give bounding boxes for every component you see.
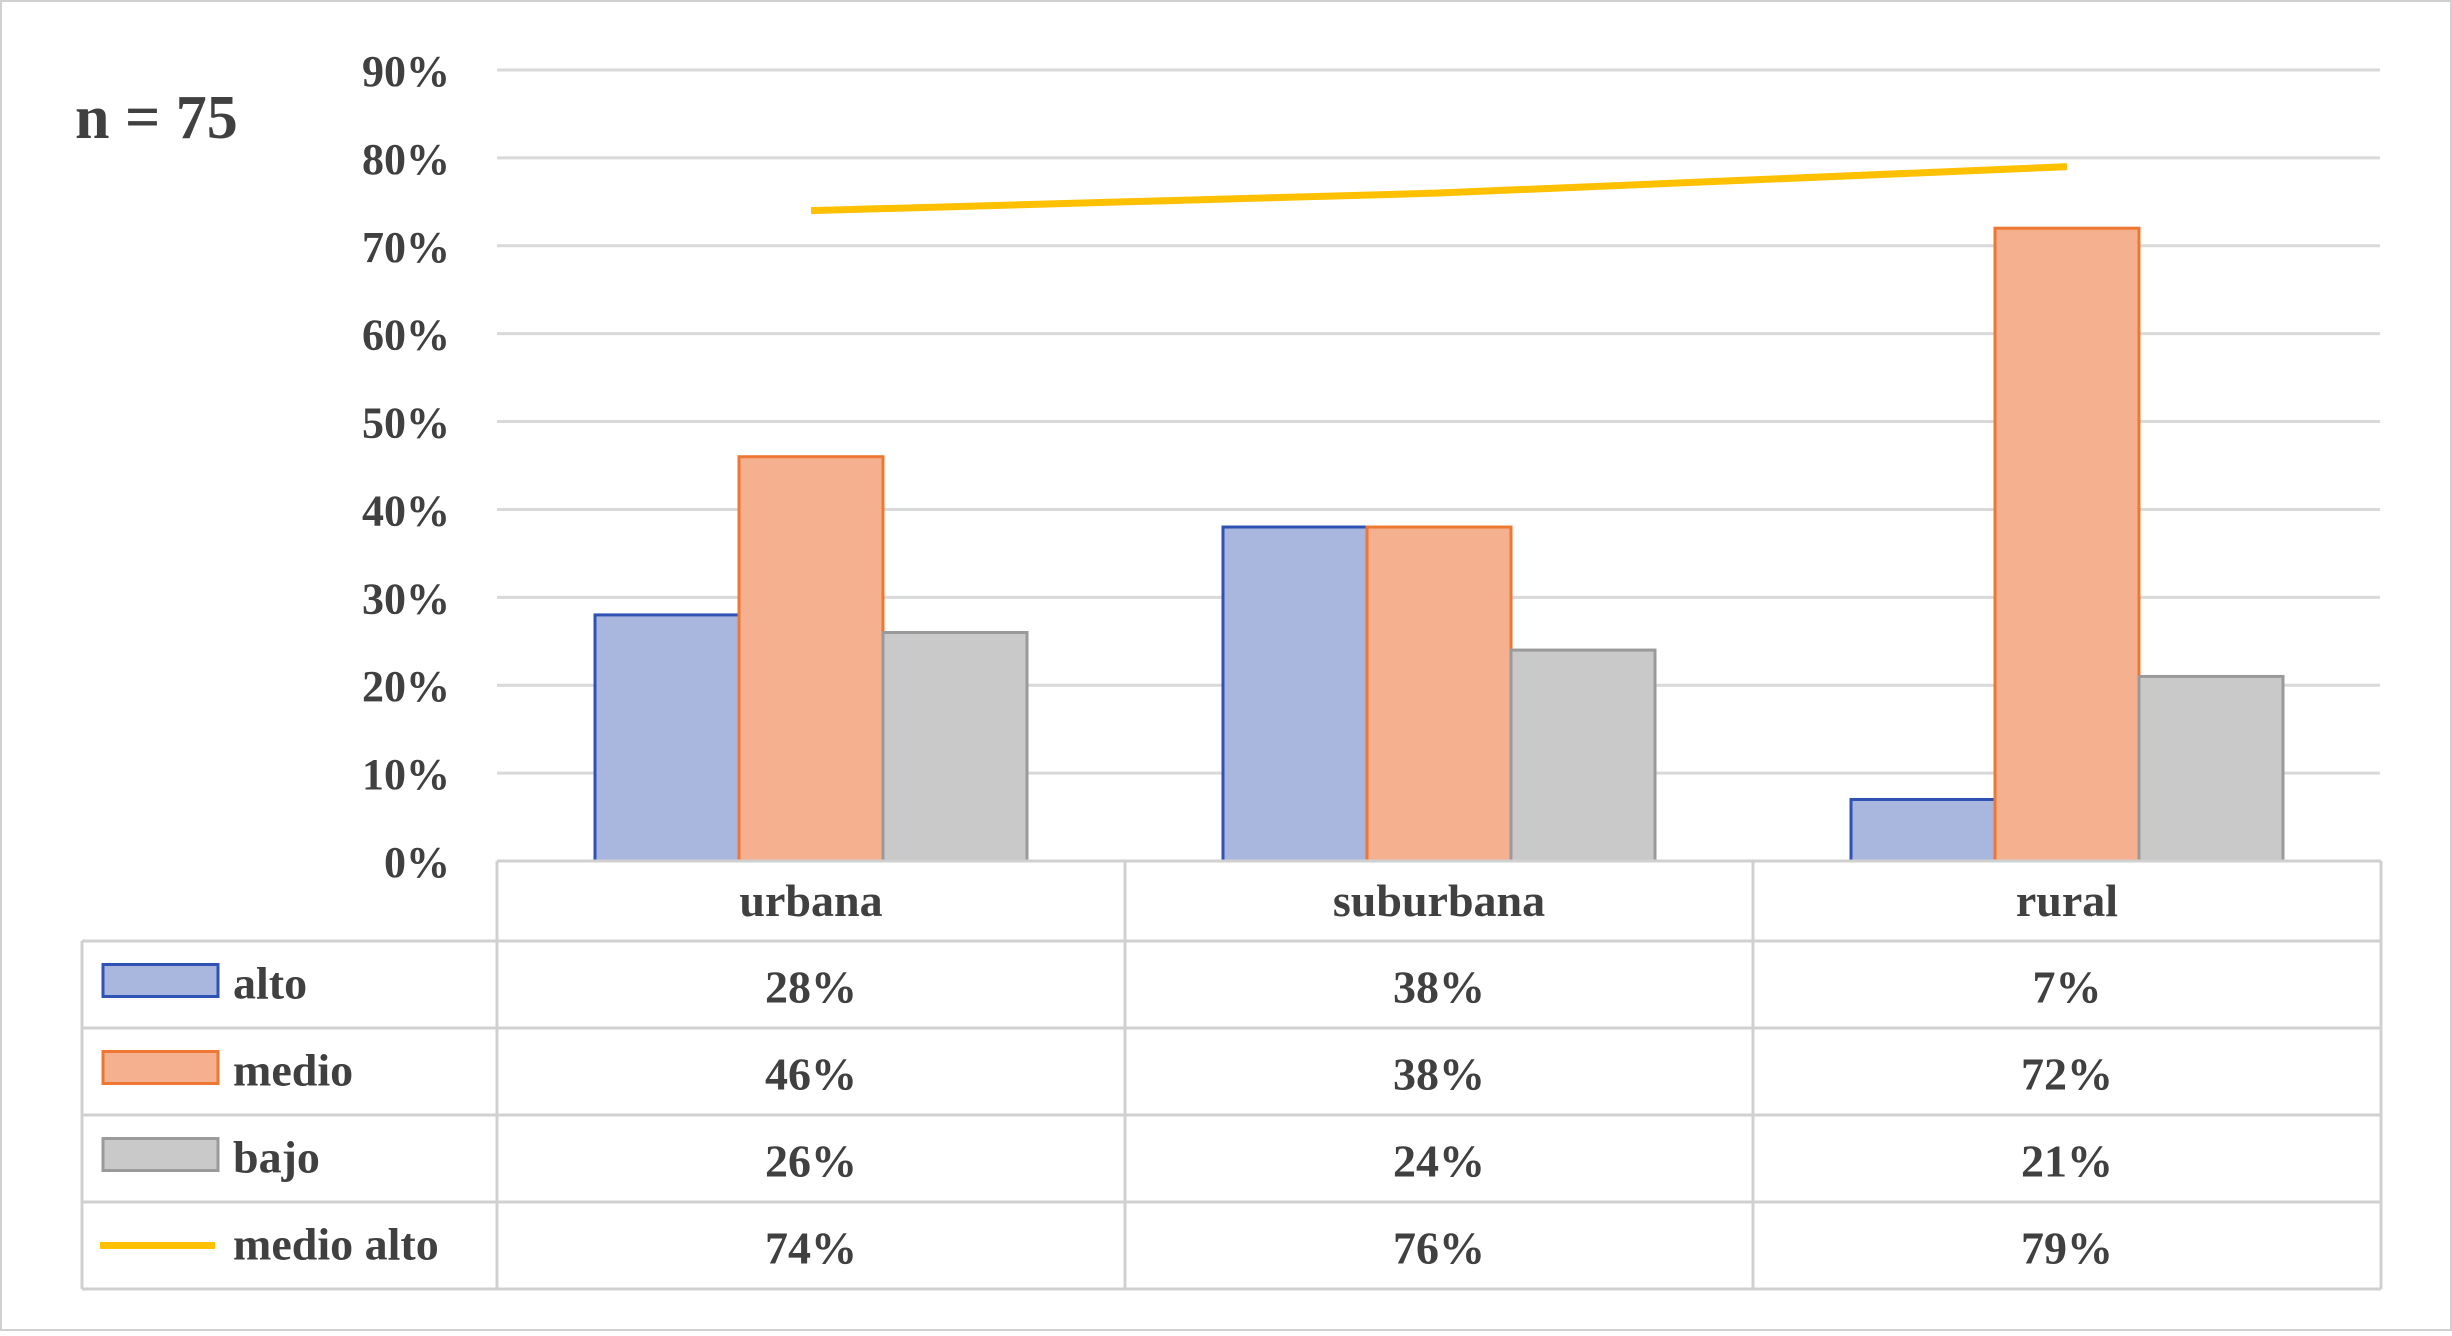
legend-key-bajo	[101, 1137, 220, 1172]
data-label: 28%	[765, 962, 857, 1013]
sample-size-annotation: n = 75	[75, 84, 238, 152]
data-label: 46%	[765, 1049, 857, 1100]
data-label: 74%	[765, 1223, 857, 1274]
bar-medio-urbana	[737, 455, 885, 863]
legend-label: alto	[233, 958, 307, 1009]
y-tick-label: 20%	[362, 662, 450, 711]
x-category-label: rural	[2016, 875, 2118, 926]
y-tick-label: 50%	[362, 399, 450, 448]
bar-bajo-suburbana	[1509, 648, 1657, 863]
data-label: 79%	[2021, 1223, 2113, 1274]
data-label: 38%	[1393, 1049, 1485, 1100]
legend-key-medio	[101, 1050, 220, 1085]
y-tick-label: 80%	[362, 135, 450, 184]
data-table: urbana suburbana rural alto 28% 38% 7% medio 46%…	[80, 859, 2383, 1291]
bar-medio-rural	[1993, 226, 2141, 863]
y-tick-label: 70%	[362, 223, 450, 272]
data-label: 38%	[1393, 962, 1485, 1013]
data-label: 76%	[1393, 1223, 1485, 1274]
y-tick-label: 40%	[362, 486, 450, 535]
legend-label: bajo	[233, 1132, 320, 1183]
x-category-label: urbana	[739, 875, 882, 926]
data-label: 26%	[765, 1136, 857, 1187]
y-axis-tick-labels: 0% 10% 20% 30% 40% 50% 60% 70% 80% 90%	[362, 47, 450, 887]
bar-bajo-urbana	[881, 630, 1029, 863]
y-tick-label: 60%	[362, 311, 450, 360]
y-tick-label: 0%	[384, 838, 450, 887]
legend-key-alto	[101, 963, 220, 998]
data-label: 7%	[2033, 962, 2102, 1013]
data-label: 21%	[2021, 1136, 2113, 1187]
legend-label: medio	[233, 1045, 353, 1096]
y-tick-label: 90%	[362, 47, 450, 96]
bar-alto-suburbana	[1221, 525, 1369, 863]
data-label: 72%	[2021, 1049, 2113, 1100]
bar-alto-urbana	[593, 613, 741, 863]
data-label: 24%	[1393, 1136, 1485, 1187]
y-tick-label: 30%	[362, 574, 450, 623]
x-category-label: suburbana	[1333, 875, 1545, 926]
bar-alto-rural	[1849, 797, 1997, 863]
bars	[593, 226, 2285, 863]
legend-label: medio alto	[233, 1219, 439, 1270]
y-tick-label: 10%	[362, 750, 450, 799]
line-medio-alto	[810, 163, 2068, 215]
bar-bajo-rural	[2137, 674, 2285, 863]
bar-medio-suburbana	[1365, 525, 1513, 863]
line-series	[810, 163, 2068, 215]
